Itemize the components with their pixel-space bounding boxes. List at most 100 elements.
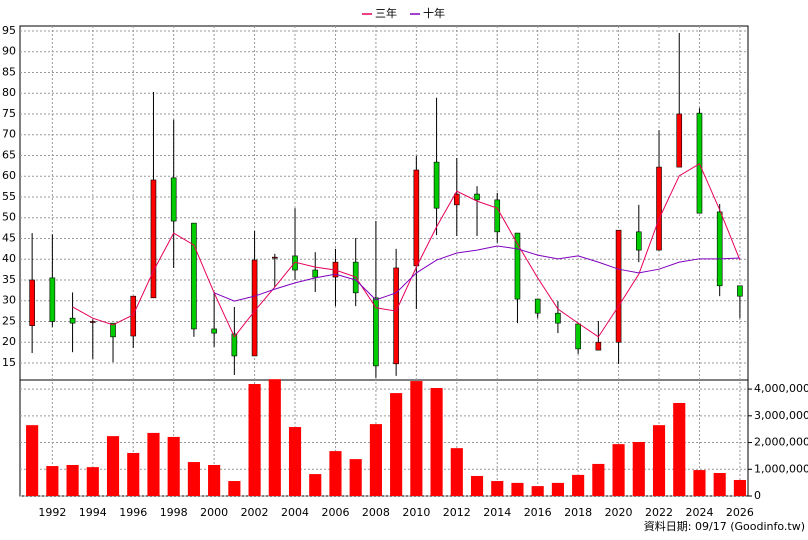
- volume-bar: [46, 466, 59, 496]
- y-tick-label: 25: [2, 314, 16, 327]
- x-tick-label: 2024: [685, 506, 713, 519]
- volume-bar: [450, 448, 463, 496]
- candle-body: [231, 333, 238, 357]
- x-tick-label: 2026: [726, 506, 754, 519]
- y2-tick-label: 1,000,000: [754, 462, 808, 475]
- volume-bar: [349, 459, 362, 496]
- candle-body: [534, 298, 541, 314]
- x-tick-label: 2014: [483, 506, 511, 519]
- candle-body: [656, 166, 662, 251]
- volume-bar: [410, 381, 423, 496]
- volume-bar: [551, 482, 564, 496]
- plot-frame: [19, 25, 749, 497]
- volume-bar: [309, 474, 322, 496]
- candle-body: [312, 269, 319, 278]
- candle-body: [635, 231, 642, 251]
- y2-tick-label: 2,000,000: [754, 436, 808, 449]
- volume-bar: [733, 479, 746, 496]
- y-tick-label: 65: [2, 148, 16, 161]
- y-tick-label: 60: [2, 169, 16, 182]
- y-tick-label: 20: [2, 335, 16, 348]
- x-tick-label: 1994: [79, 506, 107, 519]
- candle-body: [373, 297, 379, 367]
- volume-bar: [470, 475, 484, 496]
- volume-bar: [127, 452, 140, 496]
- volume-bar: [208, 464, 221, 496]
- volume-bar: [592, 463, 605, 496]
- ma-line: [213, 245, 740, 302]
- volume-bar: [66, 464, 79, 496]
- candle-body: [393, 267, 399, 365]
- volume-bar: [369, 424, 382, 496]
- x-tick-label: 2004: [281, 506, 309, 519]
- volume-bar: [288, 427, 302, 496]
- volume-bar: [713, 473, 726, 496]
- volume-bar: [652, 425, 666, 496]
- y-tick-label: 85: [2, 65, 16, 78]
- volume-bar: [86, 467, 99, 496]
- x-tick-label: 2022: [645, 506, 673, 519]
- y-tick-label: 30: [2, 294, 16, 307]
- volume-bar: [531, 486, 544, 496]
- volume-bar: [167, 436, 180, 496]
- candle-body: [413, 169, 420, 267]
- candle-body: [211, 328, 217, 334]
- y-tick-label: 15: [2, 356, 16, 369]
- volume-bar: [26, 425, 39, 496]
- y2-tick-label: 0: [754, 489, 761, 502]
- x-tick-label: 2020: [605, 506, 633, 519]
- candle-body: [716, 211, 723, 287]
- volume-bar: [430, 388, 443, 496]
- candle-body: [69, 317, 76, 324]
- volume-bar: [673, 402, 686, 496]
- candle-body: [555, 312, 561, 324]
- x-tick-label: 1996: [119, 506, 147, 519]
- y2-tick-label: 3,000,000: [754, 409, 808, 422]
- candle-body: [696, 112, 703, 214]
- y-tick-label: 50: [2, 211, 16, 224]
- volume-bar: [572, 474, 585, 496]
- x-tick-label: 2002: [241, 506, 269, 519]
- volume-bar: [329, 451, 342, 496]
- candle-body: [271, 256, 278, 259]
- volume-bar: [187, 462, 200, 496]
- candle-body: [433, 161, 440, 209]
- y-tick-label: 45: [2, 231, 16, 244]
- candle-body: [494, 199, 501, 233]
- footnote: 資料日期: 09/17 (Goodinfo.tw): [644, 519, 805, 533]
- y-tick-label: 35: [2, 273, 16, 286]
- volume-bar: [693, 470, 706, 496]
- x-tick-label: 1998: [160, 506, 188, 519]
- candle-body: [575, 323, 581, 350]
- volume-bar: [248, 384, 261, 496]
- volume-bar: [632, 442, 645, 496]
- volume-bar: [491, 481, 504, 496]
- x-tick-label: 2006: [321, 506, 349, 519]
- candle-body: [453, 193, 460, 206]
- candle-body: [737, 285, 743, 297]
- candle-body: [49, 277, 56, 322]
- legend-label: 三年: [375, 6, 397, 20]
- candle-body: [90, 321, 96, 323]
- x-tick-label: 2012: [443, 506, 471, 519]
- candle-body: [150, 179, 157, 299]
- volume-bar: [390, 393, 403, 496]
- volume-bar: [511, 482, 524, 496]
- volume-bar: [228, 481, 241, 496]
- y2-tick-label: 4,000,000: [754, 382, 808, 395]
- candle-body: [474, 193, 480, 201]
- candle-body: [514, 232, 521, 300]
- candle-body: [170, 177, 177, 222]
- y-tick-label: 55: [2, 190, 16, 203]
- candle-body: [251, 259, 258, 357]
- x-tick-label: 2010: [402, 506, 430, 519]
- x-tick-label: 2008: [362, 506, 390, 519]
- legend-label: 十年: [423, 6, 445, 20]
- y-tick-label: 90: [2, 45, 16, 58]
- candle-body: [191, 222, 197, 330]
- x-tick-label: 2016: [524, 506, 552, 519]
- candle-body: [595, 341, 602, 351]
- volume-bar: [106, 436, 120, 496]
- volume-bar: [147, 432, 160, 496]
